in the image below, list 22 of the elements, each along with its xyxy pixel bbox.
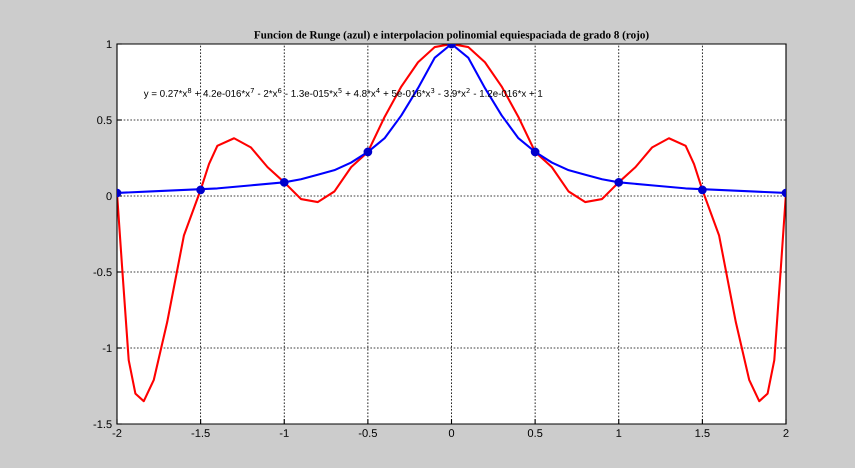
- x-tick-label: -0.5: [358, 429, 377, 438]
- x-tick-label: 0: [448, 429, 454, 438]
- x-tick-label: 1.5: [696, 429, 710, 438]
- x-tick-label: -1: [280, 429, 289, 437]
- y-tick-label: -0.5: [93, 268, 112, 276]
- point: [364, 148, 372, 156]
- y-tick-label: 0.5: [97, 116, 112, 124]
- y-tick-label: 0: [106, 192, 112, 200]
- chart-title: Funcion de Runge (azul) e interpolacion polinomial equiespaciada de grado 8 (rojo): [254, 30, 649, 41]
- y-tick-label: -1: [102, 344, 112, 352]
- point: [698, 186, 707, 194]
- x-tick-label: 1: [616, 429, 622, 437]
- point: [280, 178, 289, 187]
- y-tick-label: 1: [106, 40, 112, 48]
- x-tick-label: -2: [112, 429, 122, 437]
- point: [530, 148, 540, 156]
- y-tick-label: -1.5: [93, 420, 112, 428]
- point: [196, 186, 205, 194]
- x-tick-label: 2: [783, 429, 789, 437]
- point: [614, 178, 624, 187]
- x-tick-label: -1.5: [192, 429, 210, 438]
- x-tick-label: 0.5: [528, 429, 542, 438]
